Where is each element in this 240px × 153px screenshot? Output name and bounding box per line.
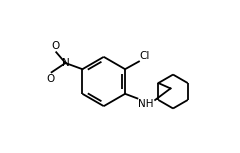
Text: O: O: [46, 74, 54, 84]
Text: N: N: [62, 58, 69, 68]
Text: O: O: [51, 41, 60, 51]
Text: NH: NH: [138, 99, 154, 109]
Text: Cl: Cl: [140, 51, 150, 61]
